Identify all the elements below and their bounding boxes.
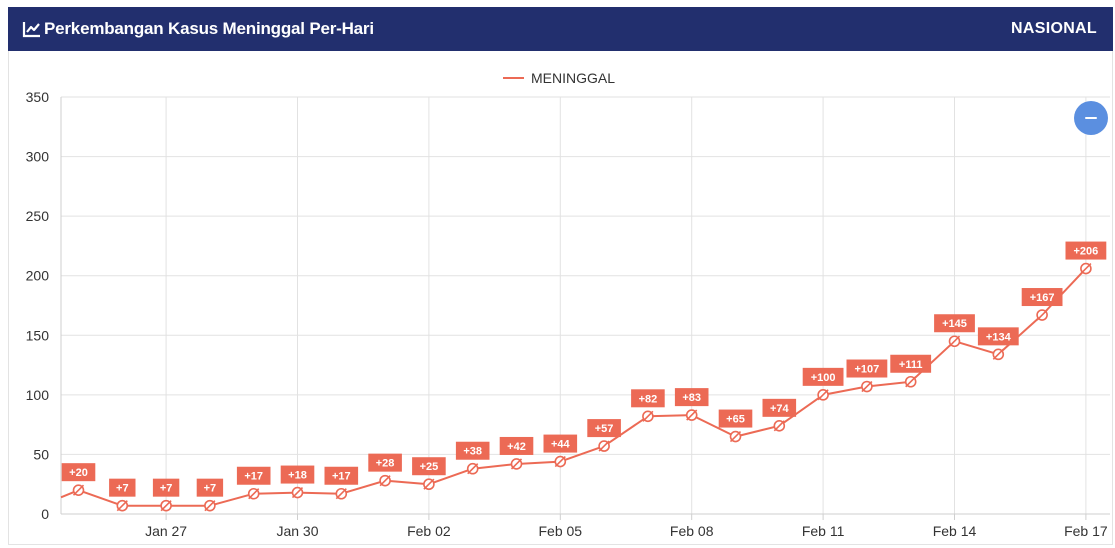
data-point[interactable]	[1080, 262, 1092, 275]
data-point[interactable]	[379, 474, 391, 487]
y-tick-label: 100	[26, 387, 50, 403]
data-point[interactable]	[204, 499, 216, 512]
data-point[interactable]	[554, 455, 567, 468]
data-label-box	[587, 419, 621, 438]
collapse-button[interactable]	[1074, 101, 1108, 135]
data-label: +57	[595, 423, 614, 435]
x-tick-label: Feb 08	[670, 523, 714, 539]
data-label-box	[802, 367, 844, 386]
legend-label: MENINGGAL	[531, 70, 615, 86]
y-tick-label: 250	[26, 208, 50, 224]
data-label-box	[196, 478, 224, 497]
data-label-box	[762, 398, 797, 417]
data-label-box	[324, 466, 359, 485]
data-point[interactable]	[291, 486, 304, 499]
data-label-box	[236, 466, 271, 485]
data-label: +17	[244, 471, 263, 483]
data-label: +167	[1030, 292, 1055, 304]
data-label-box	[631, 389, 665, 408]
series-line	[60, 267, 1087, 507]
data-label-box	[152, 478, 180, 497]
data-label: +7	[160, 483, 173, 495]
line-chart-icon	[22, 19, 42, 39]
y-tick-label: 150	[26, 327, 50, 343]
data-label-box	[1021, 288, 1063, 307]
x-tick-label: Feb 05	[539, 523, 583, 539]
data-point[interactable]	[116, 499, 129, 512]
data-label: +20	[69, 467, 88, 479]
data-label: +42	[507, 441, 526, 453]
data-point[interactable]	[642, 410, 654, 423]
x-tick-label: Feb 02	[407, 523, 451, 539]
data-label: +28	[376, 458, 395, 470]
data-point[interactable]	[948, 335, 961, 348]
data-label-box	[368, 453, 402, 472]
data-label-box	[499, 436, 534, 455]
x-tick-label: Feb 11	[802, 523, 845, 539]
data-label: +17	[332, 471, 351, 483]
data-label-box	[718, 409, 753, 428]
y-tick-label: 300	[26, 149, 50, 165]
y-tick-label: 200	[26, 268, 50, 284]
data-label: +111	[899, 359, 923, 371]
y-tick-label: 0	[41, 506, 49, 522]
data-label: +18	[288, 470, 307, 482]
chart-title: Perkembangan Kasus Meninggal Per-Hari	[44, 19, 374, 38]
data-label: +74	[770, 403, 790, 415]
data-label: +134	[986, 331, 1012, 343]
y-tick-label: 350	[26, 89, 50, 105]
data-label: +145	[942, 318, 967, 330]
data-point[interactable]	[335, 487, 348, 500]
data-label: +7	[204, 483, 217, 495]
x-tick-label: Feb 17	[1064, 523, 1108, 539]
data-label-box	[890, 354, 932, 373]
data-point[interactable]	[685, 409, 698, 421]
x-tick-label: Jan 30	[276, 523, 318, 539]
minus-icon	[1085, 117, 1097, 119]
x-tick-label: Jan 27	[145, 523, 187, 539]
data-point[interactable]	[1036, 309, 1048, 321]
data-label-box	[674, 388, 709, 407]
data-label: +44	[551, 439, 571, 451]
data-label: +7	[116, 483, 129, 495]
data-point[interactable]	[466, 462, 479, 475]
chart-title-group: Perkembangan Kasus Meninggal Per-Hari	[22, 7, 374, 51]
data-point[interactable]	[72, 484, 85, 496]
data-label: +107	[855, 364, 880, 376]
chart-header: Perkembangan Kasus Meninggal Per-Hari NA…	[8, 7, 1113, 51]
data-label-box	[412, 457, 446, 476]
x-tick-label: Feb 14	[933, 523, 977, 539]
data-label: +100	[811, 372, 836, 384]
data-label-box	[977, 327, 1019, 346]
data-label-box	[846, 359, 888, 378]
data-label: +82	[639, 393, 658, 405]
data-label-box	[109, 478, 136, 497]
data-point[interactable]	[247, 487, 260, 500]
data-label-box	[61, 463, 96, 482]
data-point[interactable]	[423, 478, 435, 491]
data-label-box	[543, 434, 578, 453]
data-point[interactable]	[729, 430, 742, 443]
data-label: +65	[726, 414, 745, 426]
data-label: +38	[463, 446, 482, 458]
data-point[interactable]	[817, 389, 829, 401]
y-tick-label: 50	[33, 446, 49, 462]
data-label-box	[280, 465, 315, 484]
data-point[interactable]	[904, 375, 917, 388]
data-point[interactable]	[160, 499, 172, 512]
data-label: +206	[1074, 246, 1099, 258]
data-label: +25	[420, 461, 439, 473]
scope-label[interactable]: NASIONAL	[1011, 20, 1097, 37]
data-point[interactable]	[773, 420, 786, 432]
data-label: +83	[682, 392, 701, 404]
data-point[interactable]	[992, 348, 1005, 361]
data-label-box	[1065, 241, 1107, 260]
data-point[interactable]	[510, 458, 523, 470]
data-point[interactable]	[598, 440, 610, 452]
data-point[interactable]	[861, 380, 873, 393]
data-label-box	[455, 441, 490, 460]
data-label-box	[934, 314, 975, 333]
